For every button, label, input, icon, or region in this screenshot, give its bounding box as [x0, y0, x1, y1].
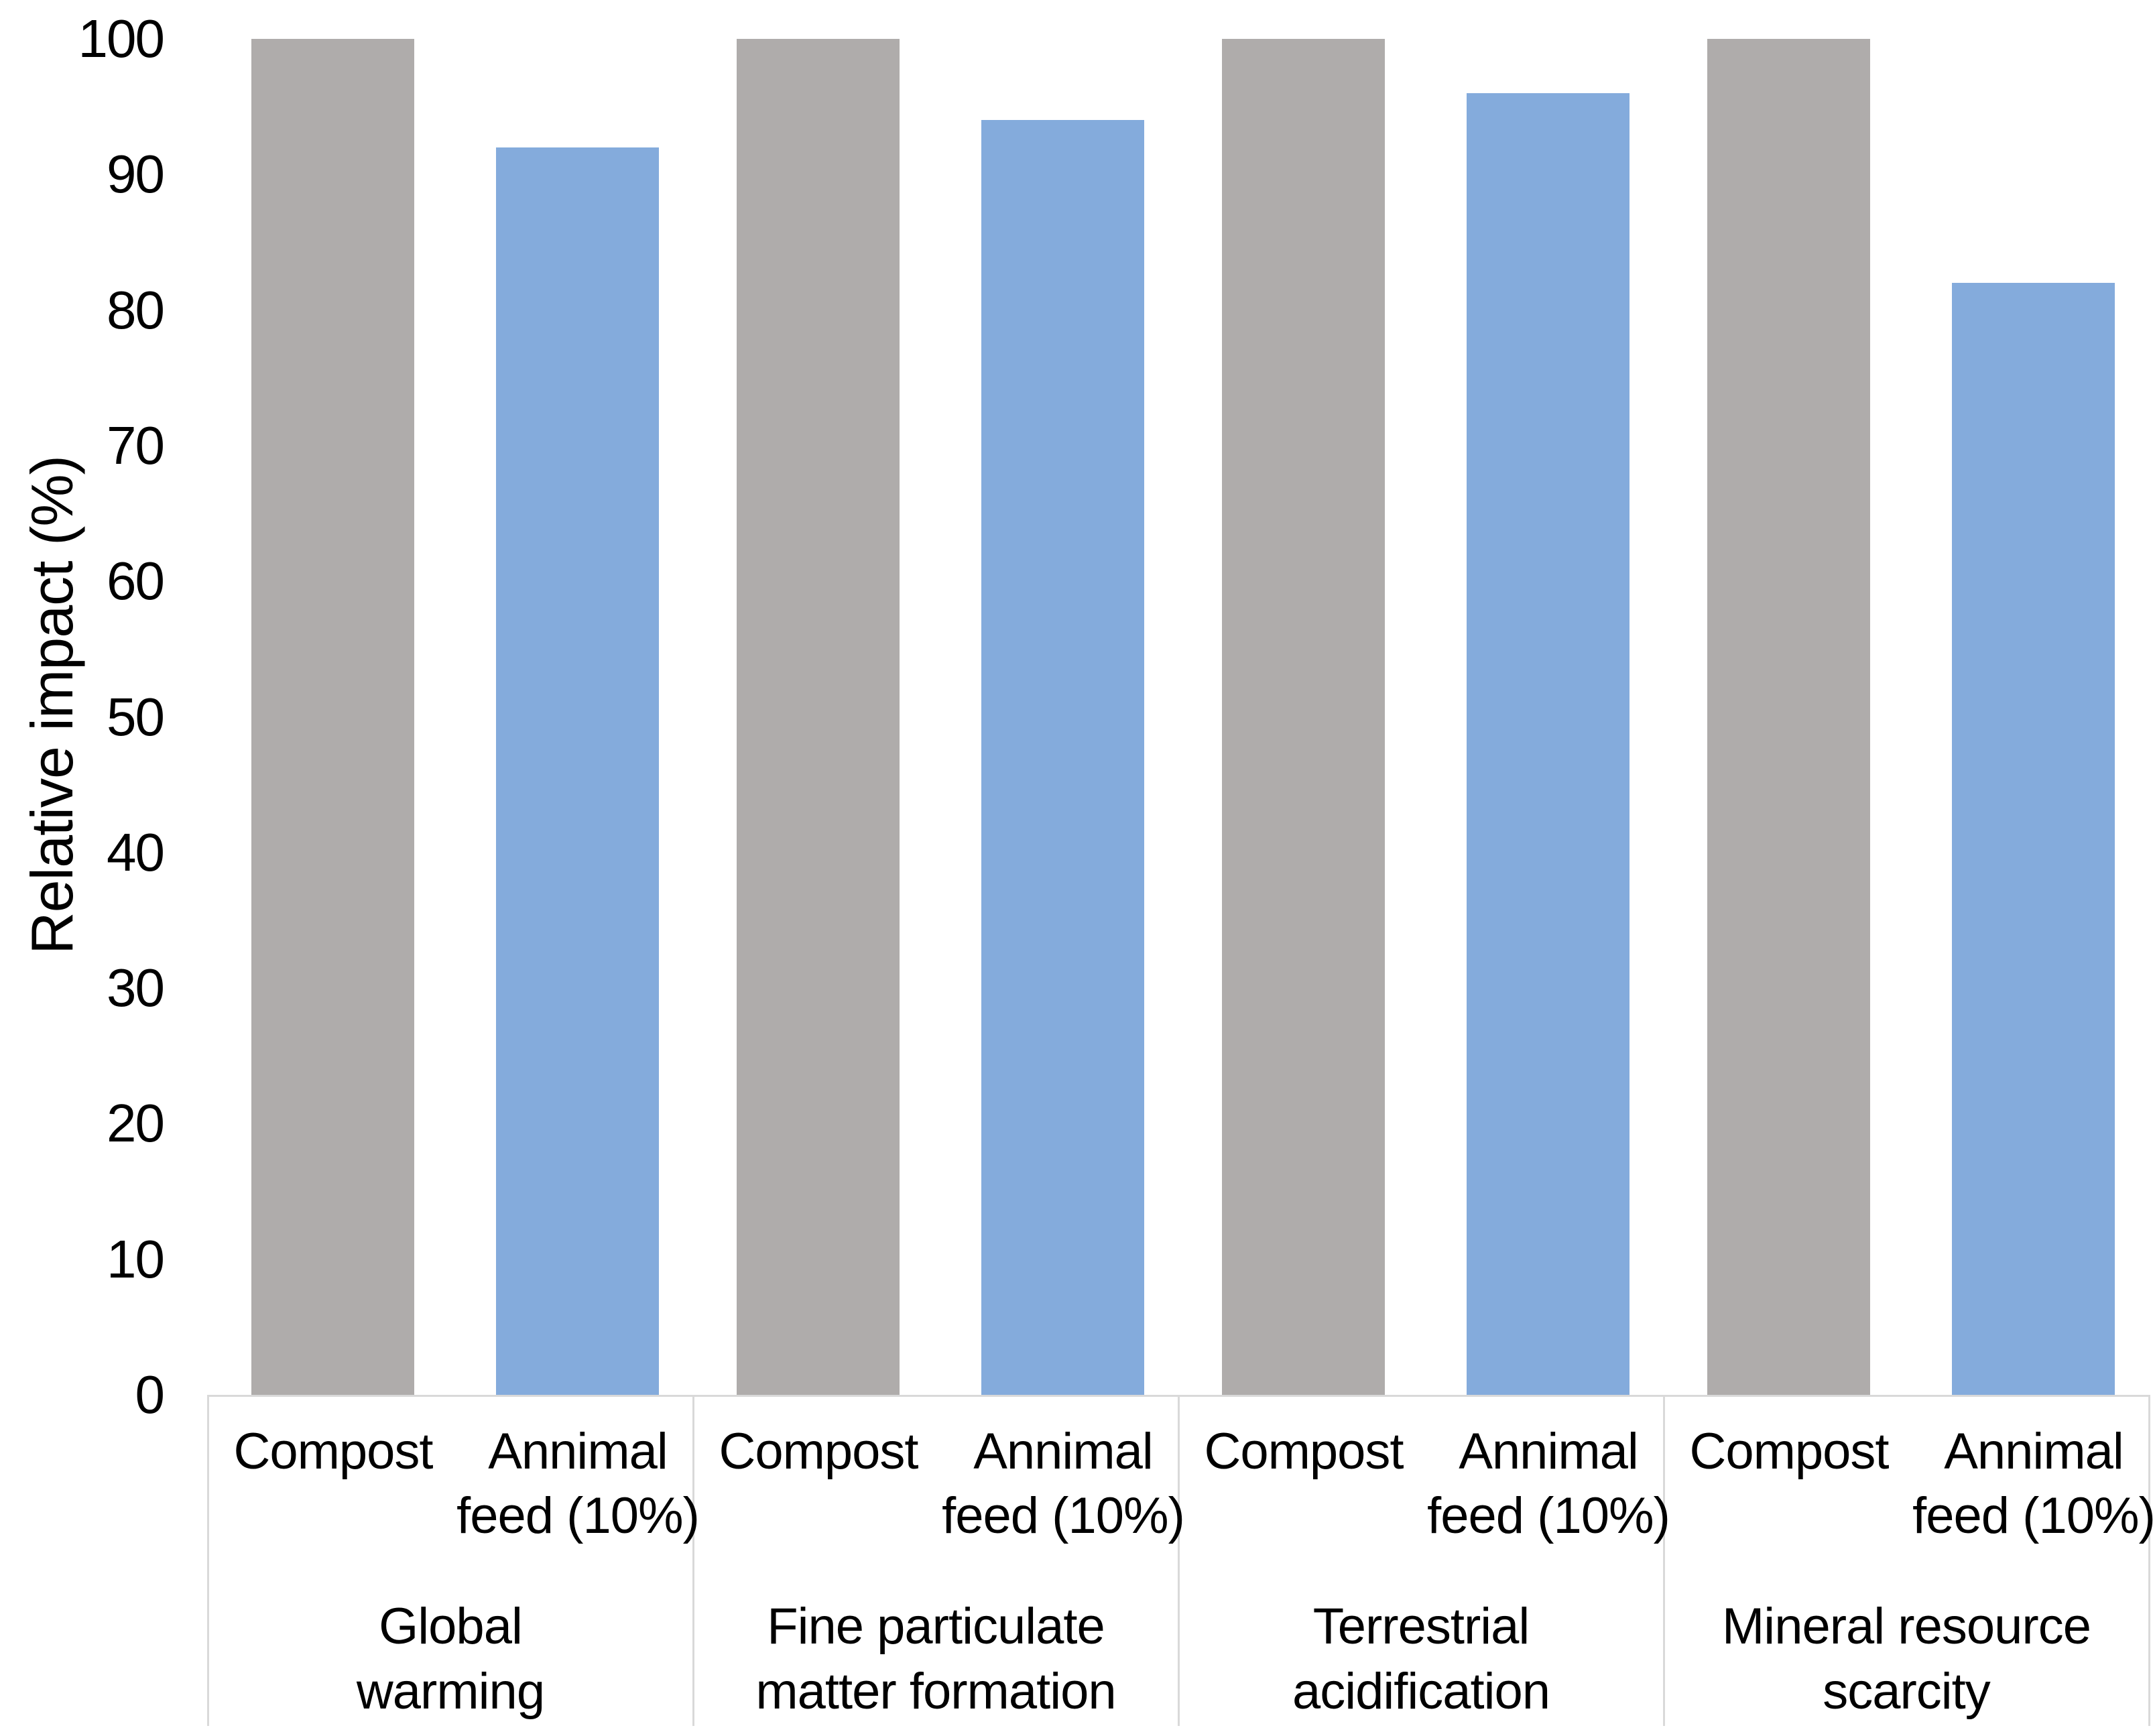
category-separator-line: [1663, 1395, 1665, 1726]
y-axis-tick-label: 20: [107, 1093, 165, 1154]
category-separator-line: [692, 1395, 694, 1726]
y-axis-tick-label: 100: [78, 9, 165, 68]
bar-compost: [251, 39, 414, 1395]
y-axis-tick-label: 30: [107, 958, 165, 1018]
bar-compost: [1222, 39, 1385, 1395]
bar-animal-feed: [1467, 93, 1629, 1395]
bar-compost: [737, 39, 900, 1395]
bar-animal-feed: [981, 120, 1144, 1395]
x-axis-group-label: Mineral resource scarcity: [1722, 1598, 2091, 1720]
x-axis-group-label: Terrestrial acidification: [1292, 1598, 1550, 1720]
y-axis-tick-label: 50: [107, 686, 165, 747]
category-separator-line: [2148, 1395, 2150, 1726]
bar-animal-feed: [496, 147, 659, 1395]
x-axis-group-label: Fine particulate matter formation: [755, 1598, 1116, 1720]
bar-compost: [1707, 39, 1870, 1395]
y-axis-tick-label: 90: [107, 144, 165, 204]
y-axis-title: Relative impact (%): [19, 456, 85, 954]
category-separator-line: [207, 1395, 209, 1726]
x-axis-category-label: Compost: [1689, 1423, 1889, 1480]
y-axis-tick-label: 0: [135, 1365, 165, 1424]
x-axis-category-label: Annimal feed (10%): [942, 1423, 1185, 1544]
x-axis-category-label: Compost: [719, 1423, 918, 1480]
y-axis-tick-label: 40: [107, 822, 165, 882]
category-separator-line: [1178, 1395, 1180, 1726]
x-axis-category-label: Compost: [1204, 1423, 1404, 1480]
y-axis-tick-label: 60: [107, 551, 165, 611]
y-axis-tick-label: 10: [107, 1229, 165, 1289]
x-axis-group-label: Global warming: [356, 1598, 545, 1720]
x-axis-category-label: Annimal feed (10%): [1427, 1423, 1670, 1544]
x-axis-category-label: Annimal feed (10%): [456, 1423, 700, 1544]
x-axis-category-label: Annimal feed (10%): [1912, 1423, 2153, 1544]
y-axis-tick-label: 80: [107, 280, 165, 340]
y-axis-tick-label: 70: [107, 415, 165, 475]
x-axis-category-label: Compost: [233, 1423, 433, 1480]
bar-animal-feed: [1952, 283, 2115, 1395]
